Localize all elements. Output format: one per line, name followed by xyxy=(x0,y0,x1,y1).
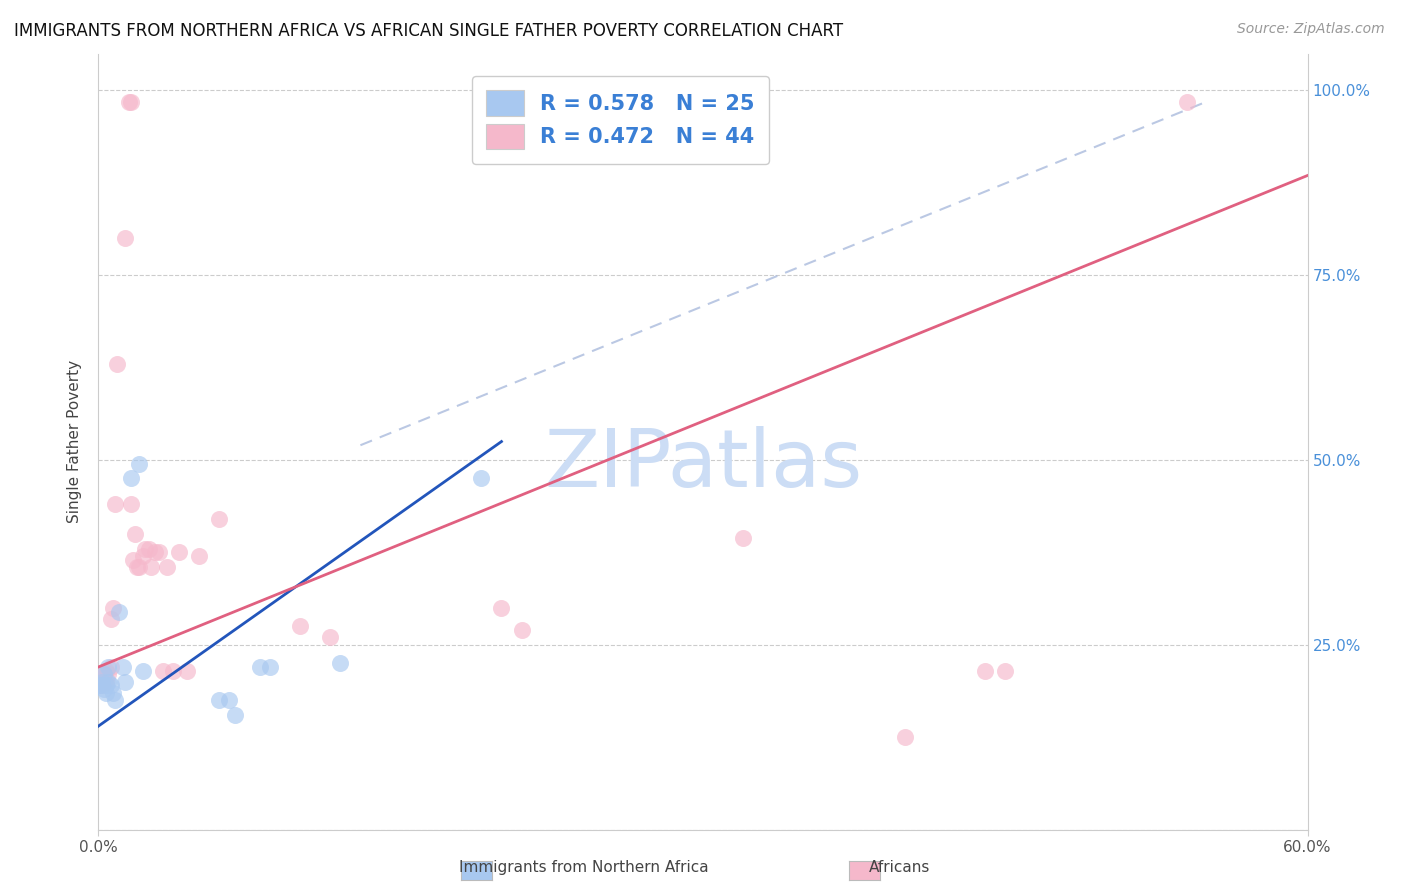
Legend: R = 0.578   N = 25, R = 0.472   N = 44: R = 0.578 N = 25, R = 0.472 N = 44 xyxy=(471,76,769,164)
Point xyxy=(288,619,311,633)
Point xyxy=(218,693,240,707)
Point xyxy=(138,541,160,556)
Point xyxy=(208,512,231,526)
Point xyxy=(167,545,190,559)
Point xyxy=(120,95,142,109)
Point xyxy=(107,605,129,619)
Point xyxy=(259,660,281,674)
Point xyxy=(103,693,125,707)
Point xyxy=(134,541,156,556)
Point xyxy=(91,678,114,692)
Point xyxy=(97,674,120,689)
Point xyxy=(162,664,184,678)
Point xyxy=(128,560,150,574)
Point xyxy=(139,560,162,574)
Point xyxy=(111,660,134,674)
Point xyxy=(143,545,166,559)
Point xyxy=(93,682,115,697)
Point xyxy=(188,549,211,563)
Point xyxy=(105,357,128,371)
Text: Immigrants from Northern Africa: Immigrants from Northern Africa xyxy=(458,861,709,875)
Point xyxy=(96,686,118,700)
Point xyxy=(152,664,174,678)
Point xyxy=(91,674,114,689)
Point xyxy=(994,664,1017,678)
Point xyxy=(176,664,198,678)
Point xyxy=(101,686,124,700)
Point xyxy=(510,623,533,637)
Point xyxy=(96,674,118,689)
Point xyxy=(319,631,342,645)
Text: Source: ZipAtlas.com: Source: ZipAtlas.com xyxy=(1237,22,1385,37)
Point xyxy=(249,660,271,674)
Point xyxy=(470,471,492,485)
Point xyxy=(491,600,513,615)
Point xyxy=(128,457,150,471)
Point xyxy=(733,531,755,545)
Point xyxy=(100,678,122,692)
Point xyxy=(120,471,142,485)
Point xyxy=(124,527,146,541)
Text: IMMIGRANTS FROM NORTHERN AFRICA VS AFRICAN SINGLE FATHER POVERTY CORRELATION CHA: IMMIGRANTS FROM NORTHERN AFRICA VS AFRIC… xyxy=(14,22,844,40)
Point xyxy=(97,660,120,674)
Point xyxy=(97,667,120,681)
Point xyxy=(93,667,115,681)
Point xyxy=(103,497,125,511)
Point xyxy=(120,497,142,511)
Point xyxy=(208,693,231,707)
Point xyxy=(100,660,122,674)
Point xyxy=(96,678,118,692)
Point xyxy=(96,664,118,678)
Text: ZIPatlas: ZIPatlas xyxy=(544,425,862,504)
Point xyxy=(89,678,111,692)
Point xyxy=(893,730,915,744)
Point xyxy=(118,95,141,109)
Point xyxy=(148,545,170,559)
Text: Africans: Africans xyxy=(869,861,931,875)
Point xyxy=(89,678,111,692)
Point xyxy=(224,708,246,723)
Point xyxy=(101,600,124,615)
Point xyxy=(329,657,352,671)
Y-axis label: Single Father Poverty: Single Father Poverty xyxy=(67,360,83,523)
Point xyxy=(114,674,136,689)
Point xyxy=(1175,95,1198,109)
Point xyxy=(93,667,115,681)
Point xyxy=(132,664,155,678)
Point xyxy=(91,678,114,692)
Point xyxy=(114,231,136,245)
Point xyxy=(132,549,155,563)
Point xyxy=(125,560,148,574)
Point xyxy=(91,671,114,685)
Point xyxy=(100,612,122,626)
Point xyxy=(156,560,179,574)
Point xyxy=(121,553,143,567)
Point xyxy=(974,664,997,678)
Point xyxy=(93,674,115,689)
